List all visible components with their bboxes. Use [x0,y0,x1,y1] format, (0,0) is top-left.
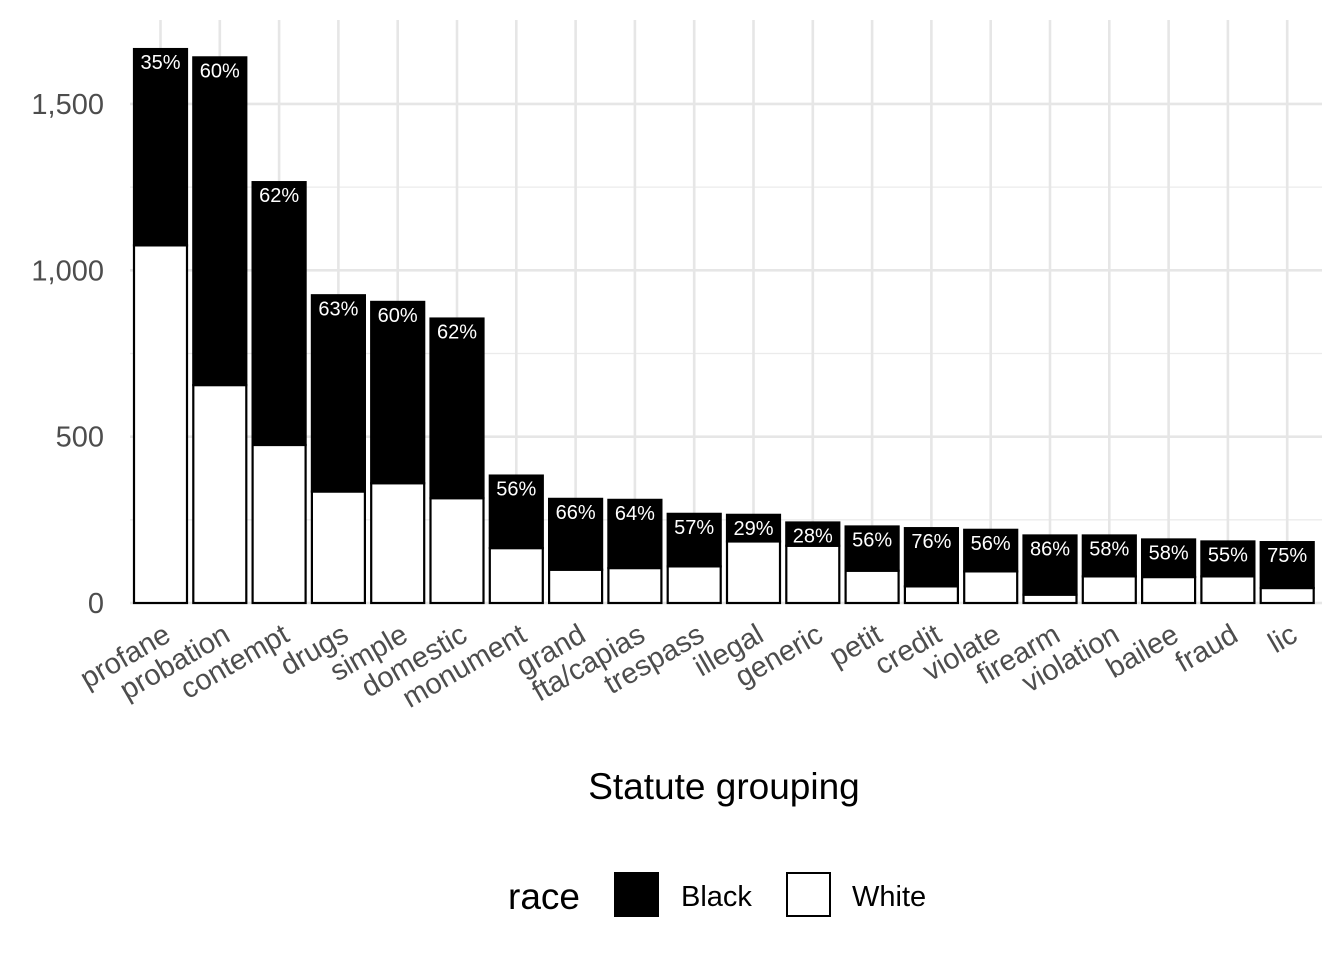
x-tick-label: fraud [1170,618,1243,679]
bar-percent-label: 86% [1030,538,1070,560]
bar-percent-label: 63% [318,298,358,320]
bar-black-petit [844,525,900,572]
bar-percent-label: 56% [496,479,536,501]
bar-percent-label: 58% [1089,538,1129,560]
x-axis-tick-labels: profaneprobationcontemptdrugssimpledomes… [75,618,1303,714]
bar-black-simple [370,300,426,485]
bar-percent-label: 29% [733,518,773,540]
legend-key-black [614,872,659,917]
bar-black-profane [132,47,189,247]
bar-white-probation [192,383,248,605]
bar-white-monument [488,547,544,605]
bar-black-violation [1081,534,1137,578]
bar-white-credit [903,585,960,605]
bar-percent-labels: 35% 60% 62% 63% 60% 62% 56% 66% 64% 57% 29% 28% 56% 7… [140,52,1307,567]
legend-label-black: Black [681,881,752,913]
bar-percent-label: 66% [556,502,596,524]
bar-white-domestic [429,497,485,605]
bar-white-petit [844,569,900,605]
bar-white-fraud [1200,575,1256,605]
bar-percent-label: 60% [378,305,418,327]
bar-percent-label: 28% [793,525,833,547]
y-tick-label: 1,500 [31,89,104,121]
legend: race Black White [508,872,926,917]
bar-white-lic [1259,586,1315,605]
y-axis-tick-labels: 0 500 1,000 1,500 [31,89,104,620]
bar-white-profane [132,244,189,605]
x-axis-title: Statute grouping [588,766,860,807]
legend-title: race [508,876,580,917]
bar-percent-label: 56% [971,533,1011,555]
bar-black-illegal [725,513,782,543]
bar-white-violation [1081,575,1137,605]
bar-black-violate [963,528,1019,573]
bar-percent-label: 58% [1149,542,1189,564]
bar-white-contempt [251,443,307,605]
bar-percent-label: 64% [615,503,655,525]
bar-white-fta/capias [607,566,663,605]
bar-percent-label: 76% [911,531,951,553]
x-tick-label: lic [1263,618,1303,659]
bar-percent-label: 55% [1208,544,1248,566]
bar-black-grand [547,497,604,571]
y-tick-label: 500 [56,422,104,454]
bars [132,47,1315,605]
bar-white-grand [547,568,604,605]
bar-black-trespass [666,512,722,568]
bar-white-illegal [725,540,782,605]
bar-percent-label: 57% [674,517,714,539]
bar-white-trespass [666,565,722,605]
bar-black-monument [488,474,544,550]
bar-white-bailee [1140,575,1197,605]
y-tick-label: 0 [88,588,104,620]
bar-black-lic [1259,541,1315,590]
bar-black-generic [785,521,841,547]
bar-black-contempt [251,181,307,447]
bar-black-bailee [1140,538,1197,579]
bar-black-fta/capias [607,498,663,570]
bar-percent-label: 62% [259,185,299,207]
bar-percent-label: 35% [140,52,180,74]
y-tick-label: 1,000 [31,255,104,287]
legend-label-white: White [852,881,926,913]
bar-white-drugs [310,490,366,605]
bar-percent-label: 56% [852,529,892,551]
bar-white-simple [370,482,426,605]
bar-percent-label: 62% [437,322,477,344]
bar-white-violate [963,570,1019,605]
bar-black-domestic [429,317,485,500]
bar-percent-label: 60% [200,60,240,82]
bar-black-drugs [310,294,366,493]
bar-white-firearm [1022,593,1078,605]
legend-key-white [786,872,831,917]
bar-percent-label: 75% [1267,545,1307,567]
bar-white-generic [785,544,841,605]
bar-black-probation [192,56,248,387]
bar-black-credit [903,527,960,588]
bar-black-firearm [1022,534,1078,596]
bar-black-fraud [1200,540,1256,578]
